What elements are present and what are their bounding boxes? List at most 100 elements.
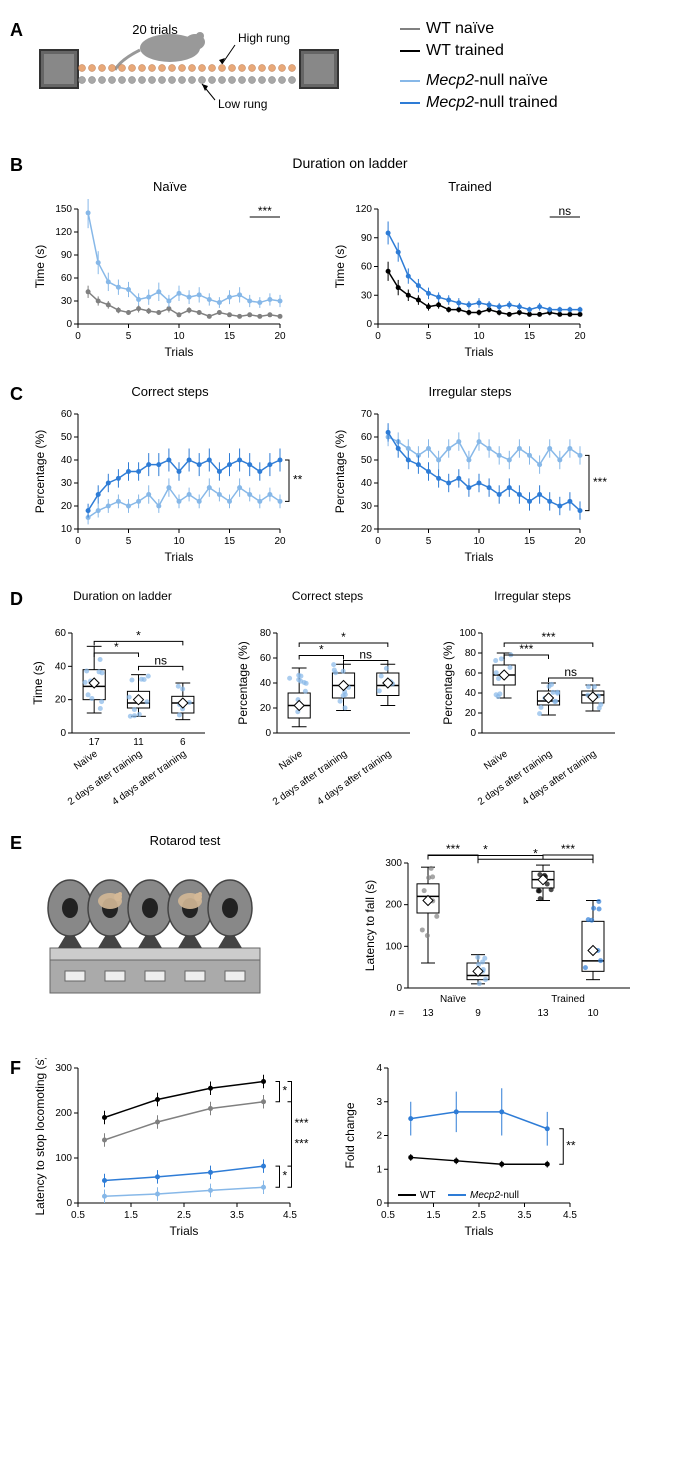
svg-text:Naïve: Naïve xyxy=(72,748,100,772)
svg-text:Time (s): Time (s) xyxy=(33,245,47,289)
svg-text:40: 40 xyxy=(61,455,73,466)
high-rungs xyxy=(79,65,296,72)
svg-text:4 days after training: 4 days after training xyxy=(520,748,598,807)
low-rung-label: Low rung xyxy=(218,97,267,111)
panel-b-label: B xyxy=(10,155,23,176)
svg-text:40: 40 xyxy=(260,678,272,689)
svg-text:0: 0 xyxy=(75,331,81,342)
svg-text:Trials: Trials xyxy=(165,345,194,359)
svg-text:WT: WT xyxy=(420,1190,436,1201)
panel-e: E Rotarod test 0100200300Latency to fall… xyxy=(30,833,670,1033)
svg-text:80: 80 xyxy=(465,648,477,659)
svg-text:Percentage (%): Percentage (%) xyxy=(441,641,455,724)
svg-text:***: *** xyxy=(446,842,460,856)
panel-a-diagram: 20 trials High rung xyxy=(30,20,350,130)
svg-text:9: 9 xyxy=(475,1008,481,1019)
ladder-diagram-svg: 20 trials High rung xyxy=(30,20,350,130)
svg-text:100: 100 xyxy=(459,628,476,639)
svg-text:60: 60 xyxy=(55,628,67,639)
svg-text:5: 5 xyxy=(426,536,432,547)
svg-text:200: 200 xyxy=(385,900,402,911)
svg-text:70: 70 xyxy=(361,409,373,420)
svg-text:Fold change: Fold change xyxy=(343,1102,357,1168)
svg-text:6: 6 xyxy=(180,737,186,748)
svg-text:10: 10 xyxy=(173,536,185,547)
svg-text:2.5: 2.5 xyxy=(177,1210,191,1221)
chart-f-latency: 01002003000.51.52.53.54.5TrialsLatency t… xyxy=(30,1058,320,1238)
svg-text:13: 13 xyxy=(537,1008,549,1019)
svg-text:15: 15 xyxy=(224,536,236,547)
svg-text:20: 20 xyxy=(361,524,373,535)
svg-text:20: 20 xyxy=(55,695,67,706)
svg-text:4.5: 4.5 xyxy=(283,1210,297,1221)
svg-text:40: 40 xyxy=(465,688,477,699)
svg-text:4: 4 xyxy=(376,1063,382,1074)
panel-b: B Duration on ladder Naïve 0306090120150… xyxy=(30,155,670,359)
svg-text:Percentage (%): Percentage (%) xyxy=(333,430,347,513)
low-rungs xyxy=(79,77,296,84)
svg-text:20: 20 xyxy=(465,708,477,719)
svg-text:60: 60 xyxy=(61,409,73,420)
panel-d: D Duration on ladder 0204060Time (s)1711… xyxy=(30,589,670,808)
svg-text:20: 20 xyxy=(260,703,272,714)
svg-text:30: 30 xyxy=(361,501,373,512)
svg-text:Latency to fall (s): Latency to fall (s) xyxy=(363,880,377,971)
chart-b-naive: Naïve 030609012015005101520TrialsTime (s… xyxy=(30,179,310,359)
svg-text:4.5: 4.5 xyxy=(563,1210,577,1221)
svg-text:0: 0 xyxy=(375,536,381,547)
svg-text:ns: ns xyxy=(559,204,572,218)
svg-text:1: 1 xyxy=(376,1164,382,1175)
panel-b-title: Duration on ladder xyxy=(30,155,670,171)
svg-text:0: 0 xyxy=(66,319,72,330)
legend: WT naïve WT trained Mecp2-null naïve Mec… xyxy=(370,20,670,112)
svg-text:17: 17 xyxy=(89,737,101,748)
svg-text:n =: n = xyxy=(390,1008,404,1019)
svg-text:60: 60 xyxy=(361,262,373,273)
svg-text:20: 20 xyxy=(61,501,73,512)
svg-text:Mecp2-null: Mecp2-null xyxy=(470,1190,519,1201)
svg-text:0.5: 0.5 xyxy=(381,1210,395,1221)
svg-text:Naïve: Naïve xyxy=(482,748,510,772)
svg-text:20: 20 xyxy=(274,536,286,547)
svg-text:5: 5 xyxy=(126,536,132,547)
svg-text:*: * xyxy=(283,1084,288,1098)
svg-text:60: 60 xyxy=(260,653,272,664)
svg-text:Percentage (%): Percentage (%) xyxy=(33,430,47,513)
svg-text:Time (s): Time (s) xyxy=(31,661,45,705)
svg-text:50: 50 xyxy=(61,432,73,443)
svg-text:*: * xyxy=(136,628,141,642)
svg-text:90: 90 xyxy=(61,250,73,261)
svg-text:*: * xyxy=(319,643,324,657)
figure-container: A 20 trials High xyxy=(0,0,700,1283)
svg-text:Trials: Trials xyxy=(465,345,494,359)
svg-text:3: 3 xyxy=(376,1097,382,1108)
chart-d-correct: Correct steps 020406080Percentage (%)Naï… xyxy=(235,589,420,808)
svg-text:Naïve: Naïve xyxy=(277,748,305,772)
svg-text:2 days after training: 2 days after training xyxy=(66,748,144,807)
svg-text:1.5: 1.5 xyxy=(124,1210,138,1221)
svg-text:15: 15 xyxy=(524,536,536,547)
svg-text:11: 11 xyxy=(133,737,144,748)
legend-mecp2-trained: Mecp2-null trained xyxy=(400,94,670,112)
svg-text:1.5: 1.5 xyxy=(427,1210,441,1221)
svg-text:4 days after training: 4 days after training xyxy=(110,748,188,807)
panel-f: F 01002003000.51.52.53.54.5TrialsLatency… xyxy=(30,1058,670,1238)
high-rung-label: High rung xyxy=(238,31,290,45)
svg-text:ns: ns xyxy=(564,665,577,679)
svg-text:2 days after training: 2 days after training xyxy=(476,748,554,807)
svg-text:60: 60 xyxy=(61,273,73,284)
svg-text:300: 300 xyxy=(55,1063,72,1074)
svg-text:***: *** xyxy=(541,630,555,644)
svg-text:20: 20 xyxy=(574,331,586,342)
svg-text:30: 30 xyxy=(361,290,373,301)
panel-c: C Correct steps 10203040506005101520Tria… xyxy=(30,384,670,564)
svg-text:Trials: Trials xyxy=(465,1224,494,1238)
svg-text:Trials: Trials xyxy=(170,1224,199,1238)
chart-c-correct: Correct steps 10203040506005101520Trials… xyxy=(30,384,310,564)
svg-text:60: 60 xyxy=(465,668,477,679)
svg-text:0: 0 xyxy=(75,536,81,547)
svg-text:3.5: 3.5 xyxy=(518,1210,532,1221)
svg-text:*: * xyxy=(533,846,538,860)
legend-wt-trained: WT trained xyxy=(400,42,670,60)
svg-text:120: 120 xyxy=(355,204,372,215)
